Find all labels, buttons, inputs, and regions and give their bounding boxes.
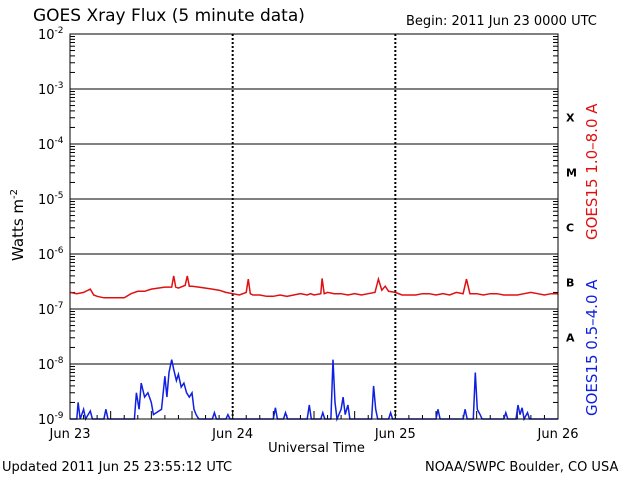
series-layer	[69, 275, 558, 422]
series-label-short: GOES15 0.5–4.0 A	[583, 279, 601, 416]
y-tick-label: 10-4	[38, 136, 64, 153]
y-axis-label-text: Watts m	[9, 199, 27, 261]
y-tick-label: 10-8	[38, 356, 64, 373]
begin-time: Begin: 2011 Jun 23 0000 UTC	[406, 14, 597, 29]
x-tick-labels: Jun 23 Jun 24 Jun 25 Jun 26	[49, 427, 579, 442]
flare-class-x: X	[566, 112, 575, 125]
plot-frame	[69, 33, 559, 420]
y-tick-label: 10-5	[38, 191, 64, 208]
y-tick-labels: 10-9 10-8 10-7 10-6 10-5 10-4 10-3 10-2	[38, 26, 64, 428]
flare-class-labels: A B C M X	[566, 112, 577, 345]
y-tick-label: 10-2	[38, 26, 64, 43]
y-axis-label: Watts m-2	[9, 189, 27, 261]
y-axis-label-exponent: -2	[9, 189, 20, 199]
x-tick-label: Jun 26	[537, 427, 579, 442]
x-tick-label: Jun 25	[374, 427, 416, 442]
series-label-long: GOES15 1.0–8.0 A	[583, 103, 601, 240]
x-axis-label: Universal Time	[268, 441, 365, 456]
y-tick-label: 10-3	[38, 81, 64, 98]
series-line-short	[70, 359, 558, 422]
chart-title: GOES Xray Flux (5 minute data)	[33, 6, 305, 26]
flare-class-b: B	[566, 277, 574, 290]
flare-class-a: A	[566, 332, 575, 345]
grid-layer	[70, 34, 558, 419]
flare-class-c: C	[566, 222, 574, 235]
updated-timestamp: Updated 2011 Jun 25 23:55:12 UTC	[2, 460, 233, 475]
credit-text: NOAA/SWPC Boulder, CO USA	[425, 460, 619, 475]
y-tick-label: 10-6	[38, 246, 64, 263]
x-tick-label: Jun 24	[211, 427, 253, 442]
series-line-long	[69, 275, 558, 299]
x-tick-label: Jun 23	[49, 427, 91, 442]
y-tick-label: 10-9	[38, 411, 64, 428]
flare-class-m: M	[566, 167, 577, 180]
y-tick-label: 10-7	[38, 301, 64, 318]
